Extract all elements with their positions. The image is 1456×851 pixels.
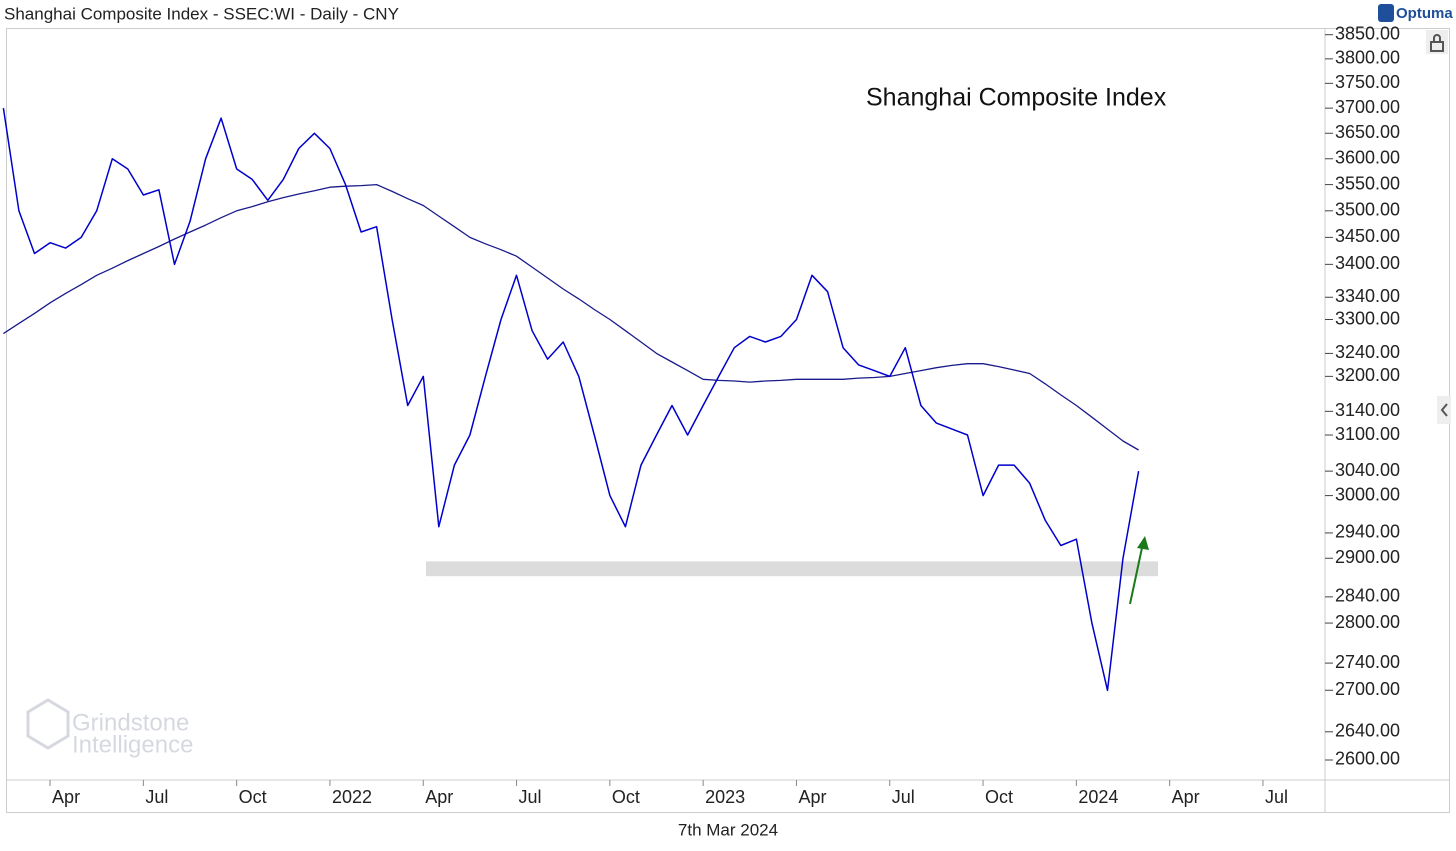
x-tick-label: 2023 — [705, 787, 745, 807]
x-tick-label: Apr — [52, 787, 80, 807]
x-tick-label: Oct — [985, 787, 1013, 807]
watermark-text: Intelligence — [72, 731, 193, 758]
y-tick-label: 2640.00 — [1335, 721, 1400, 741]
x-tick-label: Jul — [145, 787, 168, 807]
y-tick-label: 3600.00 — [1335, 148, 1400, 168]
support-zone — [426, 561, 1158, 577]
y-tick-label: 2940.00 — [1335, 522, 1400, 542]
y-tick-label: 3140.00 — [1335, 400, 1400, 420]
y-tick-label: 3300.00 — [1335, 308, 1400, 328]
x-tick-label: Apr — [798, 787, 826, 807]
x-tick-label: Jul — [1265, 787, 1288, 807]
y-tick-label: 2700.00 — [1335, 679, 1400, 699]
moving-average — [3, 183, 1139, 451]
x-tick-label: Oct — [612, 787, 640, 807]
y-tick-label: 3800.00 — [1335, 48, 1400, 68]
y-tick-label: 2600.00 — [1335, 749, 1400, 769]
x-tick-label: Jul — [519, 787, 542, 807]
y-tick-label: 3750.00 — [1335, 72, 1400, 92]
y-tick-label: 2840.00 — [1335, 586, 1400, 606]
watermark-text: Grindstone — [72, 709, 189, 736]
arrow — [1129, 542, 1144, 605]
y-tick-label: 3200.00 — [1335, 365, 1400, 385]
y-tick-label: 3650.00 — [1335, 122, 1400, 142]
y-tick-label: 3400.00 — [1335, 253, 1400, 273]
price-line — [2, 107, 1140, 692]
y-tick-label: 3240.00 — [1335, 342, 1400, 362]
x-tick-label: 2022 — [332, 787, 372, 807]
header-title: Shanghai Composite Index - SSEC:WI - Dai… — [4, 4, 399, 23]
x-tick-label: Jul — [892, 787, 915, 807]
y-tick-label: 2900.00 — [1335, 547, 1400, 567]
y-tick-label: 3040.00 — [1335, 460, 1400, 480]
y-tick-label: 3100.00 — [1335, 424, 1400, 444]
y-tick-label: 3340.00 — [1335, 286, 1400, 306]
watermark: Grindstone Intelligence — [26, 698, 193, 758]
footer-date: 7th Mar 2024 — [678, 820, 778, 839]
y-tick-label: 3450.00 — [1335, 226, 1400, 246]
x-tick-label: Apr — [425, 787, 453, 807]
y-tick-label: 3000.00 — [1335, 484, 1400, 504]
brand-logo — [1378, 4, 1394, 22]
x-tick-label: Apr — [1172, 787, 1200, 807]
collapse-icon — [1440, 403, 1448, 417]
arrow-head — [1137, 536, 1149, 550]
y-tick-label: 2740.00 — [1335, 652, 1400, 672]
y-tick-label: 3850.00 — [1335, 23, 1400, 43]
y-tick-label: 3700.00 — [1335, 97, 1400, 117]
y-tick-label: 2800.00 — [1335, 612, 1400, 632]
frame — [6, 28, 1450, 813]
x-tick-label: Oct — [239, 787, 267, 807]
y-tick-label: 3500.00 — [1335, 200, 1400, 220]
collapse-button[interactable] — [1437, 396, 1451, 424]
annotation: Shanghai Composite Index — [866, 84, 1167, 112]
brand: Optuma — [1396, 5, 1453, 22]
x-tick-label: 2024 — [1078, 787, 1118, 807]
lock-icon — [1430, 34, 1444, 52]
watermark-logo — [26, 698, 70, 750]
y-tick-label: 3550.00 — [1335, 173, 1400, 193]
